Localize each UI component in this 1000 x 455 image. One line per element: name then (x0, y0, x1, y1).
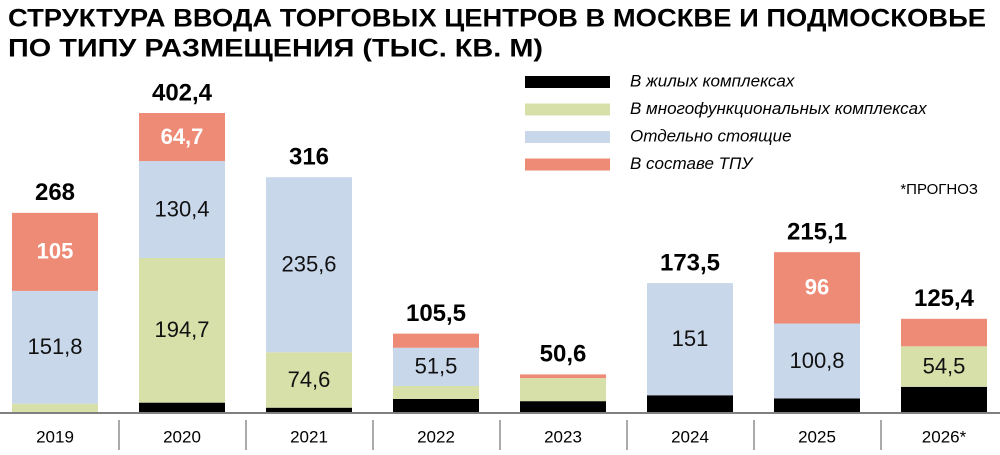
legend-label: В многофункциональных комплексах (630, 99, 927, 118)
x-tick-label: 2026* (922, 427, 967, 446)
bar-segment (393, 385, 479, 399)
bar-segment (520, 374, 606, 379)
bar-segment (393, 398, 479, 412)
value-label: 194,7 (154, 317, 209, 342)
bar-segment (520, 378, 606, 402)
value-label: 105 (37, 239, 74, 264)
value-label: 235,6 (281, 252, 336, 277)
bar-segment (393, 347, 479, 386)
value-label: 130,4 (154, 196, 209, 221)
bar-segment (901, 346, 987, 387)
legend-label: В составе ТПУ (630, 154, 754, 173)
value-label: 64,7 (161, 124, 204, 149)
bar-segment (139, 113, 225, 162)
bar-segment (774, 323, 860, 399)
bar-segment (774, 252, 860, 324)
legend-swatch (525, 76, 610, 88)
legend-swatch (525, 131, 610, 143)
bar-segment (393, 333, 479, 348)
value-label: 100,8 (789, 348, 844, 373)
total-label: 50,6 (540, 341, 587, 368)
legend-label: В жилых комплексах (630, 71, 795, 90)
x-tick-label: 2020 (163, 427, 201, 446)
bar-segment (12, 403, 98, 412)
value-label: 151 (672, 326, 709, 351)
bar-segment (647, 283, 733, 396)
value-label: 96 (805, 275, 829, 300)
bar-segment (901, 386, 987, 412)
legend-swatch (525, 158, 610, 171)
bar-segment (520, 401, 606, 412)
value-label: 151,8 (27, 334, 82, 359)
bar-segment (12, 212, 98, 291)
value-label: 74,6 (288, 367, 331, 392)
x-tick-label: 2021 (290, 427, 328, 446)
note: *ПРОГНОЗ (900, 181, 978, 198)
bar-segment (139, 161, 225, 258)
bar-segment (266, 407, 352, 412)
bar-segment (139, 402, 225, 412)
bar-segment (139, 257, 225, 403)
total-label: 215,1 (787, 219, 847, 246)
bar-segment (12, 290, 98, 404)
total-label: 316 (289, 144, 329, 171)
value-label: 51,5 (415, 354, 458, 379)
x-tick-label: 2025 (798, 427, 836, 446)
total-label: 173,5 (660, 249, 720, 276)
chart-title: СТРУКТУРА ВВОДА ТОРГОВЫХ ЦЕНТРОВ В МОСКВ… (8, 5, 986, 33)
legend-swatch (525, 103, 610, 116)
x-tick-label: 2022 (417, 427, 455, 446)
bar-segment (266, 177, 352, 353)
bar-segment (774, 398, 860, 412)
x-tick-label: 2023 (544, 427, 582, 446)
value-label: 54,5 (923, 353, 966, 378)
legend-label: Отдельно стоящие (630, 126, 792, 145)
total-label: 268 (35, 179, 75, 206)
total-label: 402,4 (152, 79, 213, 106)
x-tick-label: 2019 (36, 427, 74, 446)
bar-segment (647, 395, 733, 412)
x-tick-label: 2024 (671, 427, 709, 446)
bar-segment (901, 318, 987, 347)
total-label: 105,5 (406, 300, 466, 327)
chart-title: ПО ТИПУ РАЗМЕЩЕНИЯ (ТЫС. КВ. М) (8, 35, 543, 63)
total-label: 125,4 (914, 285, 975, 312)
bar-segment (266, 352, 352, 408)
